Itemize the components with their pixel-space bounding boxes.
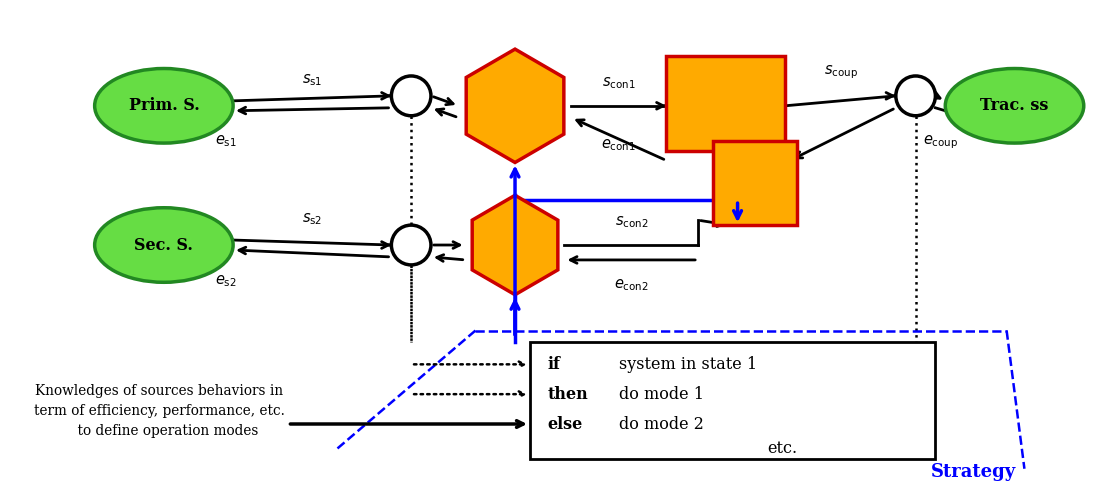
Text: Prim. S.: Prim. S. [129, 98, 199, 114]
Text: Sec. S.: Sec. S. [134, 237, 193, 253]
Text: if: if [547, 356, 560, 373]
Ellipse shape [95, 208, 233, 282]
FancyBboxPatch shape [713, 141, 797, 225]
Circle shape [896, 76, 935, 116]
Polygon shape [466, 49, 564, 162]
Text: $s_{\rm coup}$: $s_{\rm coup}$ [823, 63, 857, 81]
Text: etc.: etc. [767, 441, 797, 457]
Ellipse shape [95, 68, 233, 143]
Circle shape [391, 76, 431, 116]
Text: $e_{\rm s1}$: $e_{\rm s1}$ [214, 134, 236, 149]
Text: $e_{\rm s2}$: $e_{\rm s2}$ [214, 273, 236, 289]
Text: Knowledges of sources behaviors in
term of efficiency, performance, etc.
    to : Knowledges of sources behaviors in term … [33, 384, 285, 439]
FancyBboxPatch shape [666, 56, 785, 150]
Text: $e_{\rm coup}$: $e_{\rm coup}$ [923, 134, 958, 151]
Text: do mode 1: do mode 1 [619, 386, 703, 402]
Text: then: then [547, 386, 588, 402]
Text: Strategy: Strategy [931, 463, 1015, 481]
Text: else: else [547, 415, 582, 433]
Text: $e_{\rm con2}$: $e_{\rm con2}$ [614, 277, 648, 293]
Polygon shape [473, 196, 558, 295]
Text: do mode 2: do mode 2 [619, 415, 703, 433]
FancyBboxPatch shape [530, 343, 935, 459]
Text: system in state 1: system in state 1 [619, 356, 757, 373]
Ellipse shape [945, 68, 1084, 143]
Circle shape [391, 225, 431, 265]
Text: Trac. ss: Trac. ss [980, 98, 1048, 114]
Text: $s_{\rm con2}$: $s_{\rm con2}$ [614, 214, 648, 230]
Text: $s_{\rm s1}$: $s_{\rm s1}$ [302, 72, 322, 88]
Text: $s_{\rm s2}$: $s_{\rm s2}$ [302, 211, 322, 227]
Text: $s_{\rm con1}$: $s_{\rm con1}$ [602, 75, 635, 91]
Text: $e_{\rm con1}$: $e_{\rm con1}$ [601, 138, 636, 153]
